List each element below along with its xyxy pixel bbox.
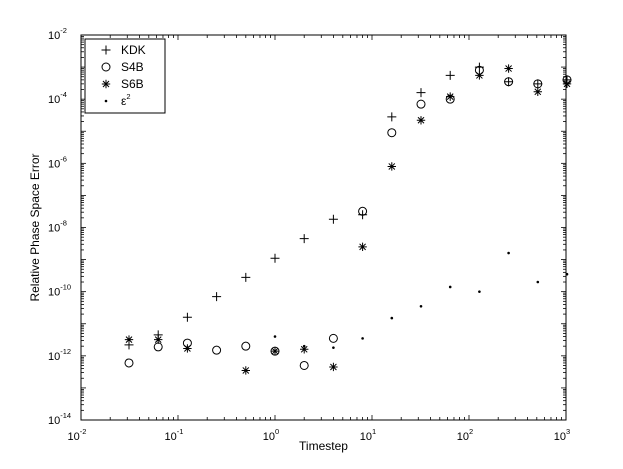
data-point-asterisk xyxy=(183,344,192,353)
data-point-plus xyxy=(299,234,309,244)
data-point-asterisk xyxy=(154,335,163,344)
data-point-asterisk xyxy=(533,87,542,96)
data-point-asterisk xyxy=(241,366,250,375)
legend-label: KDK xyxy=(121,43,146,57)
data-point-plus xyxy=(270,253,280,263)
data-point-asterisk xyxy=(562,79,572,89)
data-point-circle xyxy=(387,128,397,138)
y-tick-label: 10-4 xyxy=(48,90,67,106)
data-point-circle xyxy=(212,345,222,355)
data-point-circle xyxy=(416,99,426,109)
data-point-plus xyxy=(182,312,192,322)
data-point-dot xyxy=(419,304,423,308)
y-axis-label: Relative Phase Space Error xyxy=(28,153,42,301)
data-point-dot xyxy=(536,280,540,284)
legend-box xyxy=(84,38,166,114)
data-point-dot xyxy=(332,346,335,349)
data-point-dot xyxy=(390,316,394,320)
y-tick-label: 10-6 xyxy=(48,154,67,170)
x-tick-label: 103 xyxy=(554,427,570,443)
legend-marker-dot xyxy=(104,99,108,103)
data-point-asterisk xyxy=(387,162,396,171)
y-tick-label: 10-14 xyxy=(48,411,71,427)
x-axis-label: Timestep xyxy=(299,439,348,453)
data-point-plus xyxy=(416,88,426,98)
data-point-plus xyxy=(328,214,338,224)
data-point-asterisk xyxy=(358,242,367,252)
data-marks xyxy=(124,62,572,375)
y-tick-label: 10-2 xyxy=(48,26,67,42)
data-point-plus xyxy=(445,70,455,80)
data-point-dot xyxy=(273,335,277,338)
x-tick-label: 102 xyxy=(457,427,473,443)
data-point-circle xyxy=(504,77,514,87)
data-point-dot xyxy=(302,344,306,348)
data-point-dot xyxy=(565,272,569,276)
x-tick-label: 100 xyxy=(263,427,279,443)
data-point-circle xyxy=(299,360,309,370)
data-point-dot xyxy=(507,251,510,255)
data-point-plus xyxy=(358,210,368,220)
data-point-asterisk xyxy=(475,71,484,80)
data-point-plus xyxy=(533,79,543,89)
data-point-circle xyxy=(358,206,368,216)
legend-marker-plus xyxy=(101,45,111,55)
legend-label: S4B xyxy=(121,60,144,74)
data-point-asterisk xyxy=(124,335,134,344)
data-point-asterisk xyxy=(416,116,426,125)
data-point-asterisk xyxy=(270,346,280,356)
data-point-circle xyxy=(241,341,251,351)
data-point-dot xyxy=(361,337,364,340)
data-point-plus xyxy=(387,112,397,122)
legend-label: S6B xyxy=(121,77,144,91)
data-point-dot xyxy=(478,290,481,293)
x-tick-label: 10-1 xyxy=(165,427,184,443)
data-point-dot xyxy=(448,285,452,289)
data-point-plus xyxy=(241,272,251,282)
x-tick-label: 101 xyxy=(360,427,376,443)
data-point-asterisk xyxy=(300,345,309,354)
data-point-asterisk xyxy=(445,92,455,101)
data-point-asterisk xyxy=(329,362,338,372)
data-point-circle xyxy=(328,333,338,343)
legend-marker-circle xyxy=(101,62,111,72)
y-tick-label: 10-10 xyxy=(48,283,71,299)
legend-label: ε2 xyxy=(121,92,131,108)
y-tick-label: 10-12 xyxy=(48,347,71,363)
data-point-circle xyxy=(124,358,134,368)
data-point-plus xyxy=(504,77,514,87)
x-tick-label: 10-2 xyxy=(68,427,87,443)
legend-marker-asterisk xyxy=(101,79,111,89)
data-point-asterisk xyxy=(504,64,513,73)
data-point-plus xyxy=(212,292,222,302)
y-tick-label: 10-8 xyxy=(48,219,67,235)
